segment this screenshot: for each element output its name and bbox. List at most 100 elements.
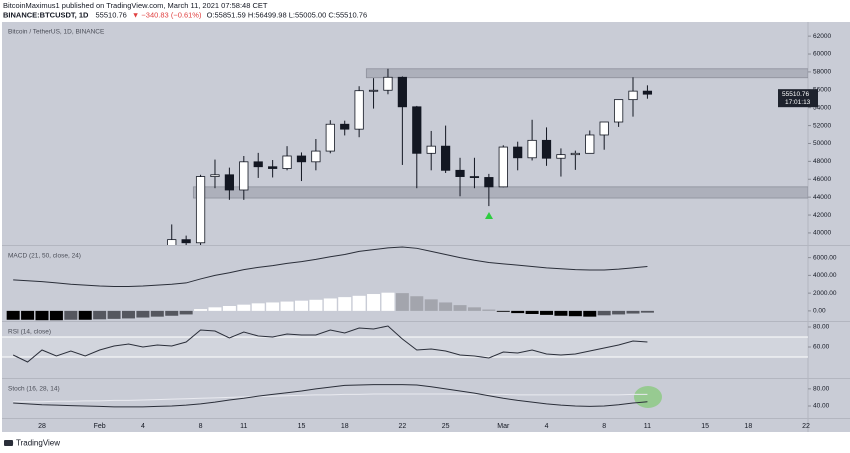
histogram-bar: [424, 299, 438, 311]
histogram-bar: [323, 298, 337, 311]
histogram-bar: [395, 293, 409, 311]
symbol: BINANCE:BTCUSDT, 1D: [3, 10, 89, 19]
histogram-bar: [208, 307, 222, 311]
histogram-bar: [6, 310, 20, 320]
x-tick-label: Mar: [497, 423, 510, 430]
y-tick-label: 50000: [813, 140, 831, 147]
candle-body: [368, 89, 379, 92]
highlight-circle: [634, 386, 662, 408]
histogram-bar: [280, 301, 294, 311]
histogram-bar: [381, 292, 395, 311]
histogram-bar: [439, 302, 453, 311]
candle-body: [412, 106, 422, 154]
histogram-bar: [626, 310, 640, 314]
candle-body: [167, 239, 177, 245]
y-tick-label: 44000: [813, 194, 831, 201]
histogram-bar: [540, 310, 554, 315]
histogram-bar: [583, 310, 597, 317]
y-tick-label: 60000: [813, 51, 831, 58]
candle-body: [484, 177, 494, 188]
candle-body: [513, 146, 523, 159]
chart-background: [2, 22, 850, 432]
symbol-line: BINANCE:BTCUSDT, 1D 55510.76 ▼ −340.83 (…: [3, 10, 367, 19]
x-tick-label: 18: [744, 423, 752, 430]
histogram-bar: [237, 304, 251, 311]
candle-body: [455, 169, 465, 177]
x-tick-label: 25: [442, 423, 450, 430]
pane-title: RSI (14, close): [8, 329, 51, 336]
change: ▼ −340.83 (−0.61%): [132, 10, 202, 19]
x-tick-label: Feb: [94, 423, 106, 430]
zone: [365, 68, 808, 79]
candle-body: [441, 145, 451, 171]
pane-title: MACD (21, 50, close, 24): [8, 253, 81, 260]
candle-body: [628, 90, 638, 101]
histogram-bar: [352, 295, 366, 311]
candle-body: [426, 145, 436, 154]
histogram-bar: [496, 310, 510, 312]
histogram-bar: [525, 310, 539, 314]
pane-title: Bitcoin / TetherUS, 1D, BINANCE: [8, 29, 105, 36]
candle-body: [224, 174, 234, 191]
histogram-bar: [121, 310, 135, 319]
x-tick-label: 4: [545, 423, 549, 430]
candle-body: [383, 76, 393, 91]
x-tick-label: 11: [644, 423, 651, 430]
last-price: 55510.76: [96, 10, 127, 19]
histogram-bar: [194, 309, 208, 311]
candle-body: [469, 176, 480, 178]
countdown-label: 17:01:13: [785, 99, 811, 106]
candle-body: [296, 155, 307, 163]
zone: [192, 186, 808, 199]
rsi-line: [12, 325, 648, 363]
histogram-bar: [266, 302, 280, 311]
x-tick-label: 28: [38, 423, 46, 430]
histogram-bar: [554, 310, 568, 316]
candle-body: [498, 146, 508, 188]
histogram-bar: [367, 294, 381, 311]
candle-body: [253, 161, 263, 168]
candle-body: [311, 150, 321, 163]
y-tick-label: 48000: [813, 158, 831, 165]
rsi-band: [2, 337, 808, 357]
histogram-bar: [453, 305, 467, 311]
histogram-bar: [511, 310, 525, 314]
histogram-bar: [107, 310, 121, 319]
x-tick-label: 22: [802, 423, 810, 430]
candle-body: [556, 154, 566, 159]
histogram-bar: [64, 310, 78, 320]
candle-body: [239, 161, 249, 191]
histogram-bar: [35, 310, 49, 321]
histogram-bar: [294, 300, 308, 311]
x-tick-label: 18: [341, 423, 349, 430]
brand: TradingView: [16, 439, 60, 448]
candle-body: [340, 123, 350, 130]
y-tick-label: 46000: [813, 176, 831, 183]
histogram-bar: [597, 310, 611, 316]
y-tick-label: 58000: [813, 69, 831, 76]
x-tick-label: 15: [298, 423, 306, 430]
histogram-bar: [568, 310, 582, 317]
y-tick-label: 6000.00: [813, 254, 837, 261]
candle-body: [210, 174, 220, 177]
y-tick-label: 60.00: [813, 344, 830, 351]
histogram-bar: [150, 310, 164, 317]
candle-body: [613, 99, 624, 123]
candle-body: [599, 121, 609, 136]
x-tick-label: 15: [701, 423, 709, 430]
annotation-arrow: [485, 212, 493, 219]
candle-body: [642, 90, 653, 95]
y-tick-label: 54000: [813, 104, 831, 111]
last-price-box: [778, 89, 818, 108]
macd-line: [13, 246, 648, 287]
histogram-bar: [309, 299, 323, 311]
histogram-bar: [640, 310, 654, 313]
candle-body: [570, 152, 580, 156]
histogram-bar: [222, 306, 236, 311]
y-tick-label: 2000.00: [813, 290, 837, 297]
histogram-bar: [612, 310, 626, 315]
histogram-bar: [78, 310, 92, 320]
histogram-bar: [338, 297, 352, 311]
